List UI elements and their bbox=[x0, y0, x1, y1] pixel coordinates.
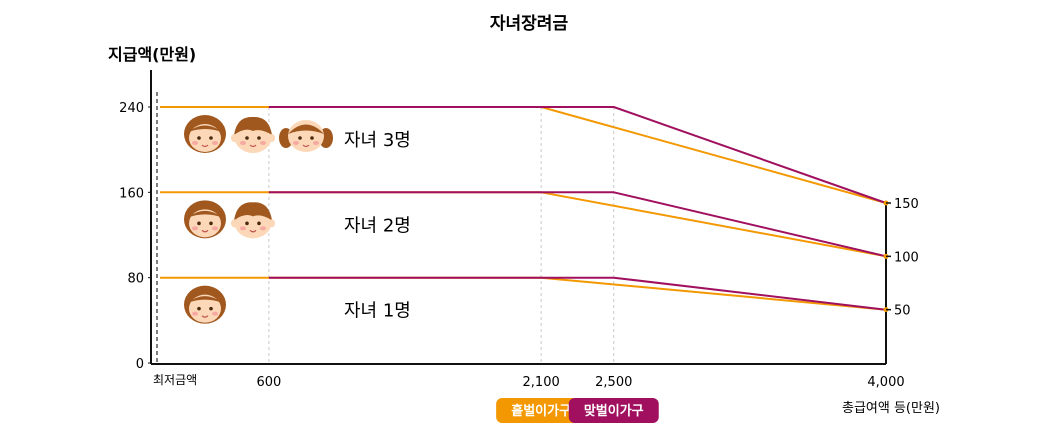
y-tick-label: 240 bbox=[119, 101, 144, 116]
legend-item: 홑벌이가구 bbox=[496, 398, 587, 423]
right-tick-label: 100 bbox=[894, 250, 919, 265]
child-face-icon bbox=[184, 115, 226, 153]
child-face-icon bbox=[231, 116, 275, 153]
legend-label: 홑벌이가구 bbox=[511, 403, 571, 419]
x-tick-label: 2,100 bbox=[523, 375, 560, 390]
series-line bbox=[268, 276, 887, 311]
y-tick-label: 80 bbox=[127, 272, 144, 287]
x-axis-label: 총급여액 등(만원) bbox=[842, 401, 940, 416]
child-face-icon bbox=[231, 202, 275, 239]
child-face-icon bbox=[279, 120, 333, 152]
legend-swatch bbox=[568, 398, 659, 423]
child-face-icon bbox=[184, 285, 226, 324]
y-tick-label: 160 bbox=[119, 186, 144, 201]
group-label: 자녀 1명 bbox=[344, 301, 411, 322]
child-face-icon bbox=[184, 200, 226, 239]
right-tick-label: 150 bbox=[894, 197, 919, 212]
series-line bbox=[268, 106, 887, 204]
x-tick-label: 600 bbox=[256, 375, 281, 390]
legend-label: 맞벌이가구 bbox=[584, 403, 644, 419]
chart-title: 자녀장려금 bbox=[490, 14, 569, 34]
x-tick-label: 4,000 bbox=[867, 375, 904, 390]
y-axis-label: 지급액(만원) bbox=[108, 45, 196, 64]
y-tick-label: 0 bbox=[136, 357, 144, 372]
right-tick-label: 50 bbox=[894, 304, 911, 319]
group-label: 자녀 3명 bbox=[344, 130, 411, 151]
legend-item: 맞벌이가구 bbox=[568, 398, 659, 423]
group-label: 자녀 2명 bbox=[344, 215, 411, 236]
x-min-label: 최저금액 bbox=[153, 373, 197, 387]
x-tick-label: 2,500 bbox=[595, 375, 632, 390]
series-line bbox=[268, 191, 887, 258]
legend-swatch bbox=[496, 398, 587, 423]
